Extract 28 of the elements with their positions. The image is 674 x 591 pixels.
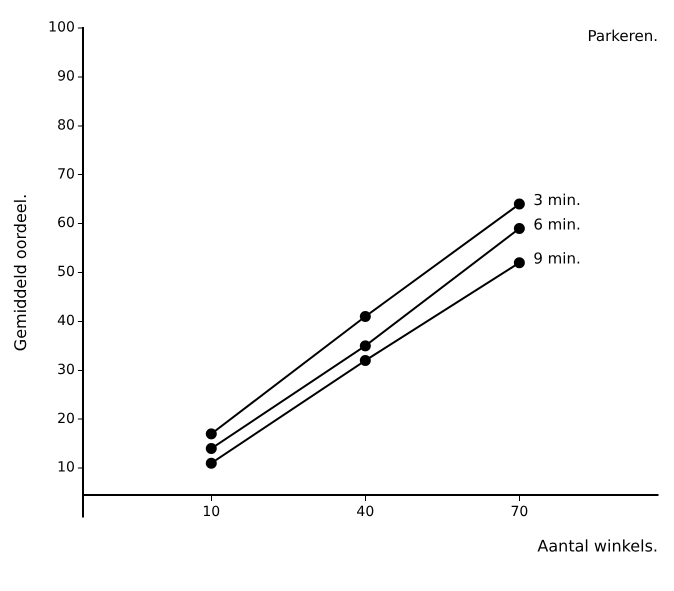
point [206,428,217,440]
point [206,458,217,469]
point [360,340,371,352]
y-tick-label: 20 [57,410,75,427]
series-label: 3 min. [533,190,581,209]
x-tick-label: 40 [356,504,374,520]
y-tick-label: 90 [57,68,75,85]
y-tick-label: 10 [57,460,75,476]
y-tick-label: 100 [48,20,75,36]
point [360,311,371,322]
y-tick-label: 80 [57,117,75,134]
y-tick-label: 30 [57,362,75,378]
point [514,257,525,268]
y-tick-label: 40 [57,313,75,330]
series-label: 6 min. [533,215,581,234]
chart-title: Parkeren. [588,26,658,45]
point [514,222,525,234]
y-tick-label: 50 [57,264,75,280]
y-tick-label: 60 [57,215,75,232]
x-tick-label: 10 [202,504,220,520]
point [360,355,371,366]
y-axis-title: Gemiddeld oordeel. [10,194,30,352]
x-axis-title: Aantal winkels. [537,536,658,556]
point [206,443,217,454]
series-label: 9 min. [533,250,581,268]
x-tick-label: 70 [510,504,528,520]
y-tick-label: 70 [57,166,75,182]
point [514,198,525,210]
